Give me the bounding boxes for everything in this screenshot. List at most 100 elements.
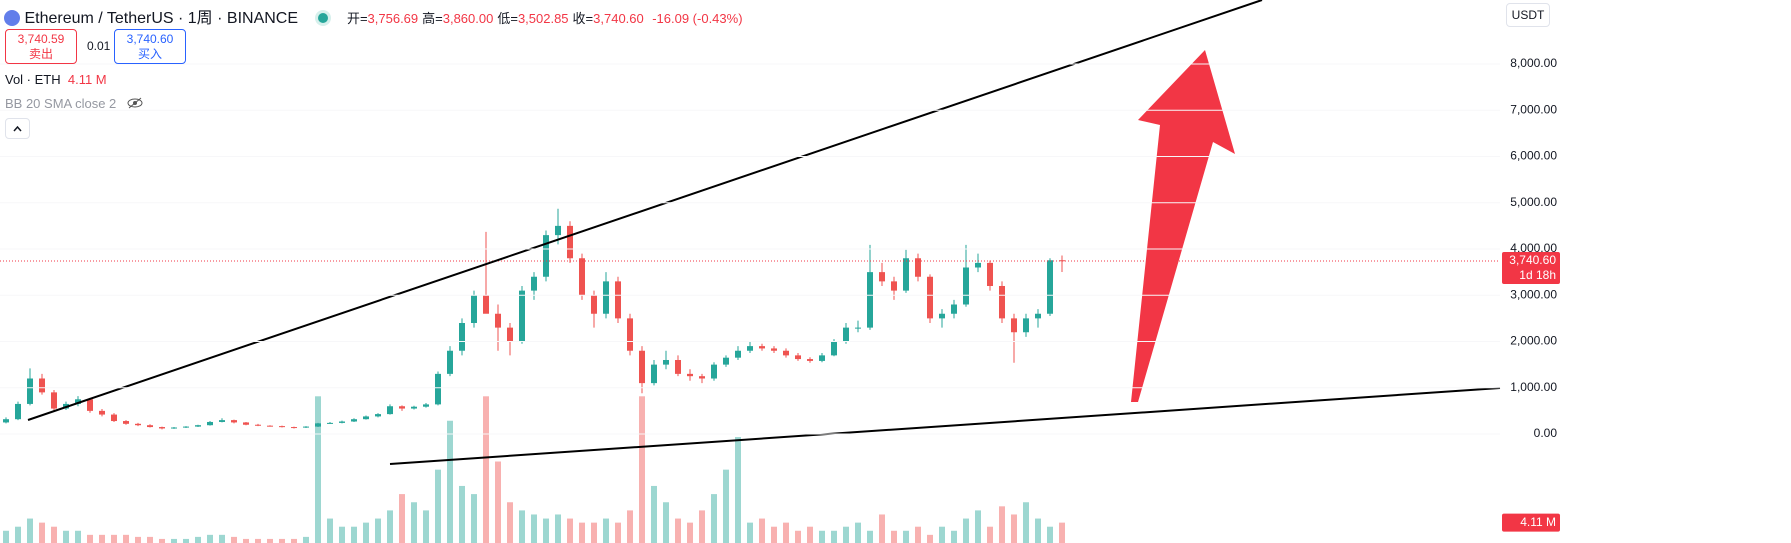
candle-body — [159, 427, 165, 429]
vol-legend[interactable]: Vol · ETH 4.11 M — [5, 72, 107, 87]
candle-body — [375, 414, 381, 417]
volume-bar — [627, 510, 633, 543]
candle-body — [483, 295, 489, 314]
volume-bar — [387, 510, 393, 543]
candle-body — [939, 313, 945, 319]
candle-body — [639, 350, 645, 384]
volume-bar — [855, 522, 861, 543]
candle-body — [927, 276, 933, 319]
candle-body — [711, 364, 717, 379]
buy-button[interactable]: 3,740.60 买入 — [114, 29, 186, 64]
volume-bar — [879, 514, 885, 543]
volume-bar — [15, 526, 21, 543]
market-status — [318, 13, 329, 23]
ohlc-label: 高= — [422, 11, 443, 26]
volume-bar — [399, 494, 405, 543]
sell-price: 3,740.59 — [17, 32, 65, 46]
volume-bar — [747, 522, 753, 543]
volume-bar — [927, 534, 933, 543]
candle-body — [183, 426, 189, 428]
price-tag — [1502, 251, 1560, 284]
candle-body — [675, 359, 681, 374]
volume-bar — [507, 502, 513, 543]
volume-bar — [999, 506, 1005, 543]
volume-bar — [951, 530, 957, 543]
volume-bar — [135, 536, 141, 543]
hide-icon[interactable] — [126, 97, 144, 109]
volume-bar — [423, 510, 429, 543]
candle-body — [915, 258, 921, 277]
ohlc-value: 3,740.60 — [593, 11, 644, 26]
bb-legend[interactable]: BB 20 SMA close 2 — [5, 96, 144, 111]
candle-body — [891, 281, 897, 291]
candle-body — [555, 225, 561, 236]
candle-body — [1047, 260, 1053, 314]
sell-button[interactable]: 3,740.59 卖出 — [5, 29, 77, 64]
volume-bar — [459, 485, 465, 543]
candle-body — [903, 258, 909, 291]
volume-bar — [771, 526, 777, 543]
candle-body — [699, 376, 705, 379]
sell-label: 卖出 — [28, 47, 53, 61]
volume-bar — [447, 420, 453, 543]
volume-bar — [1035, 518, 1041, 543]
volume-bar — [555, 514, 561, 543]
volume-tag-label: 4.11 M — [1520, 515, 1556, 529]
candle-body — [531, 276, 537, 291]
volume-bar — [63, 530, 69, 543]
currency-button[interactable]: USDT — [1506, 3, 1550, 27]
candle-body — [75, 399, 81, 404]
candle-body — [987, 262, 993, 286]
y-tick-label: 5,000.00 — [1510, 195, 1557, 209]
volume-bar — [375, 518, 381, 543]
volume-bar — [1047, 526, 1053, 543]
candle-body — [195, 425, 201, 427]
candle-body — [1011, 318, 1017, 333]
volume-bar — [603, 518, 609, 543]
candle-body — [879, 272, 885, 282]
buy-price: 3,740.60 — [126, 32, 174, 46]
candle-body — [495, 313, 501, 328]
candle-body — [627, 318, 633, 351]
candle-body — [399, 406, 405, 409]
volume-bar — [27, 518, 33, 543]
candle-body — [279, 426, 285, 428]
volume-bar — [327, 518, 333, 543]
volume-bar — [111, 534, 117, 543]
y-tick-label: 7,000.00 — [1510, 102, 1557, 116]
candle-body — [759, 346, 765, 349]
volume-bar — [159, 538, 165, 543]
candle-body — [567, 225, 573, 259]
volume-bar — [963, 518, 969, 543]
volume-bar — [579, 522, 585, 543]
candle-body — [99, 410, 105, 415]
ohlc-label: 开= — [346, 11, 368, 26]
symbol-title[interactable]: Ethereum / TetherUS · 1周 · BINANCE — [24, 10, 299, 27]
candle-body — [951, 304, 957, 314]
volume-bar — [759, 518, 765, 543]
volume-bar — [843, 526, 849, 543]
chevron — [13, 125, 22, 132]
candle-body — [579, 258, 585, 296]
volume-bar — [315, 396, 321, 543]
volume-bar — [903, 530, 909, 543]
candle-body — [651, 364, 657, 384]
candle-body — [543, 235, 549, 277]
volume-bar — [735, 437, 741, 543]
vol-name: Vol · ETH — [5, 72, 61, 87]
collapse-button[interactable] — [5, 118, 30, 139]
volume-bar — [219, 534, 225, 543]
candle-body — [255, 424, 261, 426]
change: -16.09 (-0.43%) — [652, 11, 743, 26]
candle-body — [1023, 318, 1029, 333]
volume-bar — [783, 522, 789, 543]
volume-bar — [1059, 522, 1065, 543]
volume-bar — [591, 522, 597, 543]
candle-body — [123, 421, 129, 424]
candle-body — [39, 378, 45, 393]
volume-bar — [183, 538, 189, 543]
candle-body — [411, 406, 417, 409]
candle-body — [831, 341, 837, 356]
volume-bar — [411, 502, 417, 543]
volume-bar — [987, 526, 993, 543]
